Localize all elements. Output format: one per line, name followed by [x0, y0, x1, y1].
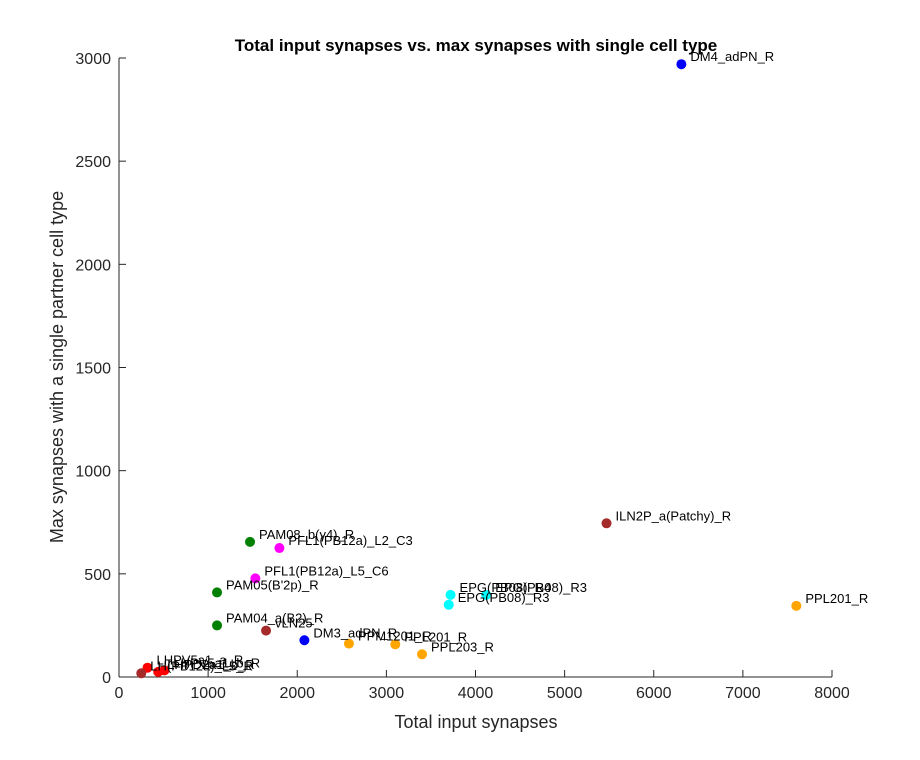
x-tick-label: 3000 — [369, 685, 405, 702]
data-point-label: LHPV5a1_b_R — [173, 655, 260, 670]
data-point-label: PAM08_b(γ4)_R — [259, 527, 354, 542]
x-tick-label: 0 — [115, 685, 124, 702]
data-point-label: ILN2P_a(Patchy)_R — [616, 508, 732, 523]
data-point — [299, 635, 310, 646]
data-point-label: vLN25 — [275, 616, 313, 631]
data-point — [443, 599, 454, 610]
data-point-label: EPG(PB08)_R3 — [458, 590, 550, 605]
y-tick-label: 2500 — [75, 154, 111, 171]
y-axis-label: Max synapses with a single partner cell … — [47, 191, 67, 543]
data-point — [390, 639, 401, 650]
data-point-label: DM4_adPN_R — [690, 49, 774, 64]
y-tick-label: 3000 — [75, 51, 111, 68]
y-tick-label: 1000 — [75, 464, 111, 481]
data-point — [343, 638, 354, 649]
y-tick-label: 1500 — [75, 361, 111, 378]
x-axis-ticks: 0 1000 2000 3000 4000 5000 6000 7000 8000 — [115, 670, 850, 702]
data-point-label: EPG(PB08)_R3 — [495, 580, 587, 595]
data-point — [445, 589, 456, 600]
data-points — [136, 59, 802, 679]
y-tick-label: 500 — [84, 567, 111, 584]
data-point-label: LH(PB12a)_L5_R — [150, 658, 253, 673]
x-tick-label: 6000 — [636, 685, 672, 702]
x-tick-label: 7000 — [725, 685, 761, 702]
data-point — [791, 600, 802, 611]
x-tick-label: 8000 — [814, 685, 850, 702]
x-axis-label: Total input synapses — [394, 712, 557, 732]
data-point — [417, 649, 428, 660]
data-point — [212, 620, 223, 631]
data-point-label: PAM04_a(B2)_R — [226, 610, 323, 625]
data-point-label: EPG(PB08)_R4 — [460, 580, 552, 595]
y-tick-label: 2000 — [75, 257, 111, 274]
data-point — [481, 589, 492, 600]
data-point — [212, 587, 223, 598]
y-axis-ticks: 0 500 1000 1500 2000 2500 3000 — [75, 51, 126, 687]
data-point — [159, 665, 170, 676]
x-tick-label: 5000 — [547, 685, 583, 702]
data-point — [245, 536, 256, 547]
data-point-label: PPL201_R — [404, 629, 467, 644]
data-point-label: PPM1201_R — [358, 629, 432, 644]
data-point-label: PPL201_R — [805, 591, 868, 606]
y-tick-label: 0 — [102, 670, 111, 687]
x-tick-label: 1000 — [190, 685, 226, 702]
x-tick-label: 2000 — [279, 685, 315, 702]
data-point-label: LHPV5a1_a_R — [157, 653, 244, 668]
data-point — [250, 573, 261, 584]
data-point — [601, 518, 612, 529]
data-point-label: PFL1(PB12a)_L5_C6 — [264, 563, 388, 578]
data-point — [274, 543, 285, 554]
point-labels: DM4_adPN_R ILN2P_a(Patchy)_R PPL201_R PAM08… — [150, 49, 868, 673]
data-point-label: PFL1(PB12a)_L2_C3 — [288, 533, 412, 548]
data-point — [676, 59, 687, 70]
data-point — [261, 625, 272, 636]
data-point-label: PPL203_R — [431, 639, 494, 654]
data-point-label: DM3_adPN_R — [313, 625, 397, 640]
data-point — [136, 668, 147, 679]
data-point-label: LHPD2a1_b_R — [167, 657, 254, 672]
chart-title: Total input synapses vs. max synapses wi… — [235, 36, 717, 55]
data-point-label: PAM05(B'2p)_R — [226, 577, 319, 592]
x-tick-label: 4000 — [458, 685, 494, 702]
